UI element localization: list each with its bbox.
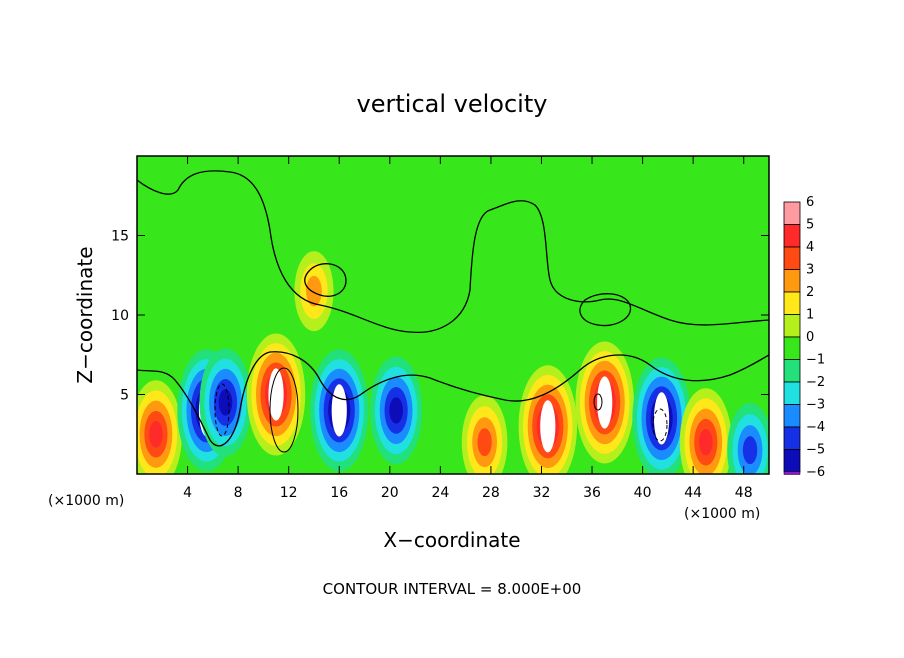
feature-3-core [268, 368, 284, 421]
x-tick-label-4: 4 [183, 485, 192, 501]
colorbar-label-−5: −5 [806, 443, 825, 458]
colorbar-swatch-−5 [783, 449, 801, 473]
colorbar-label-−1: −1 [806, 353, 825, 368]
y-tick-label-10: 10 [111, 308, 129, 324]
colorbar-swatch-−6 [783, 471, 801, 475]
plot-area [137, 156, 769, 474]
feature-4-core [331, 384, 347, 437]
x-tick-label-24: 24 [431, 485, 449, 501]
x-tick-label-20: 20 [381, 485, 399, 501]
contour-strong [214, 367, 668, 453]
feature-positive-3 [246, 333, 306, 456]
colorbar-label-5: 5 [806, 218, 814, 233]
y-tick-label-5: 5 [120, 388, 129, 404]
colorbar-swatch-1 [783, 314, 801, 338]
feature-9-core [597, 376, 613, 429]
feature-positive-8 [518, 365, 577, 474]
colorbar-swatch-0 [783, 336, 801, 360]
feature-5-level--5 [389, 397, 403, 424]
x-axis-unit-right: (×1000 m) [684, 506, 760, 522]
feature-negative-12 [727, 403, 769, 474]
feature-8-core [540, 400, 556, 453]
feature-7-level-4 [477, 428, 492, 457]
x-tick-label-48: 48 [735, 485, 753, 501]
colorbar-label-2: 2 [806, 285, 814, 300]
colorbar-swatch-6 [783, 201, 801, 225]
y-axis-title: Z−coordinate [73, 246, 97, 383]
colorbar-label-0: 0 [806, 330, 814, 345]
feature-negative-4 [310, 349, 369, 472]
colorbar-label-4: 4 [806, 240, 814, 255]
colorbar-swatch-−4 [783, 426, 801, 450]
y-axis-ticks: 5 10 15 [111, 229, 769, 404]
contour-interval-note: CONTOUR INTERVAL = 8.000E+00 [323, 580, 582, 598]
colorbar: 6 5 4 3 2 1 0 −1 −2 −3 −4 −5 −6 [783, 195, 825, 480]
colorbar-label-−6: −6 [806, 465, 825, 480]
y-tick-label-15: 15 [111, 229, 129, 245]
colorbar-label-1: 1 [806, 308, 814, 323]
colorbar-label-−4: −4 [806, 420, 825, 435]
feature-2-level--5 [218, 389, 233, 416]
colorbar-swatch-−3 [783, 404, 801, 428]
feature-negative-2 [199, 348, 252, 457]
chart-title: vertical velocity [357, 90, 548, 118]
contour-strong-neg-42 [652, 408, 668, 442]
feature-12-level--4 [742, 436, 758, 465]
colorbar-swatch-3 [783, 269, 801, 293]
colorbar-label-−2: −2 [806, 375, 825, 390]
colorbar-label-−3: −3 [806, 398, 825, 413]
feature-negative-10 [632, 357, 691, 474]
contour-lines [137, 170, 769, 447]
colorbar-swatch-−1 [783, 359, 801, 383]
contour-strong-pos-12 [269, 367, 299, 453]
feature-10-core [653, 392, 670, 445]
feature-positive-7 [461, 395, 508, 474]
feature-positive-0 [137, 380, 182, 474]
x-tick-label-28: 28 [482, 485, 500, 501]
x-tick-label-16: 16 [330, 485, 348, 501]
x-tick-label-36: 36 [583, 485, 601, 501]
contour-zero-upper [137, 170, 769, 334]
x-tick-label-32: 32 [533, 485, 551, 501]
x-axis-title: X−coordinate [383, 528, 520, 552]
x-tick-label-12: 12 [280, 485, 298, 501]
feature-positive-11 [679, 388, 732, 474]
feature-6-level-3 [306, 275, 322, 307]
contour-loop-b [579, 293, 632, 327]
features-layer [137, 251, 769, 474]
x-axis-ticks: 4 8 12 16 20 24 28 32 36 40 44 48 [183, 156, 753, 501]
colorbar-label-3: 3 [806, 263, 814, 278]
x-tick-label-8: 8 [234, 485, 243, 501]
contour-loop-a [304, 263, 347, 297]
x-tick-label-40: 40 [634, 485, 652, 501]
feature-negative-5 [370, 356, 423, 465]
x-axis-unit-left: (×1000 m) [48, 493, 124, 509]
feature-0-level-5 [149, 421, 163, 448]
feature-positive-9 [575, 341, 634, 464]
colorbar-swatch-5 [783, 224, 801, 248]
feature-11-level-5 [699, 429, 713, 456]
x-tick-label-44: 44 [684, 485, 702, 501]
contour-zero-lower [137, 351, 769, 447]
contour-strong-neg-8 [214, 383, 230, 437]
colorbar-swatch-2 [783, 291, 801, 315]
colorbar-label-6: 6 [806, 195, 814, 210]
colorbar-swatch-−2 [783, 381, 801, 405]
colorbar-swatch-4 [783, 246, 801, 270]
contour-strong-pos-37 [593, 393, 603, 411]
